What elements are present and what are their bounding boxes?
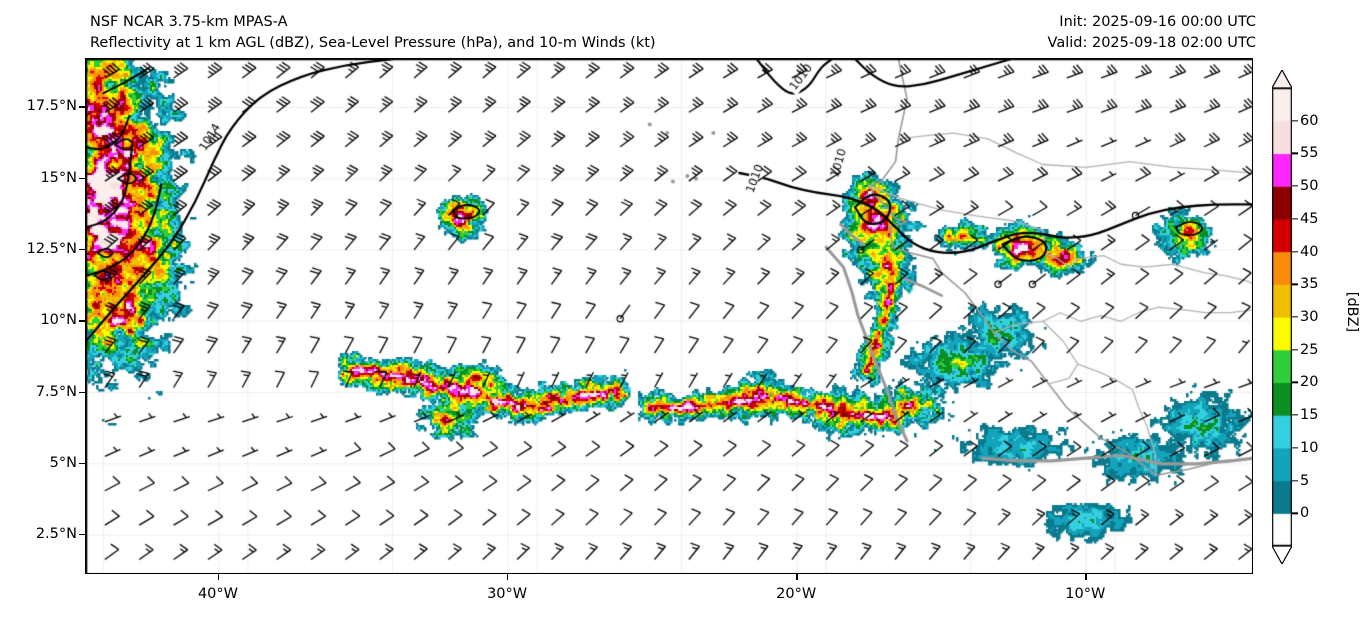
- latitude-tick-label: 5°N: [49, 454, 77, 471]
- colorbar-tick-label: 50: [1300, 178, 1319, 195]
- colorbar-tick-mark: [1292, 120, 1298, 122]
- latitude-tick-label: 10°N: [40, 312, 77, 329]
- latitude-tick-label: 15°N: [40, 169, 77, 186]
- colorbar-tick-mark: [1292, 316, 1298, 318]
- colorbar-tick-label: 10: [1300, 439, 1319, 456]
- colorbar-tick-label: 0: [1300, 505, 1310, 522]
- colorbar-tick-mark: [1292, 447, 1298, 449]
- latitude-tick-mark: [79, 249, 85, 251]
- colorbar-tick-mark: [1292, 250, 1298, 253]
- longitude-tick-mark: [796, 574, 798, 580]
- colorbar-tick-label: 55: [1300, 145, 1319, 162]
- latitude-tick-mark: [79, 177, 85, 180]
- field-description-title: Reflectivity at 1 km AGL (dBZ), Sea-Leve…: [90, 35, 656, 51]
- colorbar-tick-label: 25: [1300, 341, 1319, 358]
- colorbar-gradient: [1272, 88, 1292, 546]
- colorbar-tick-mark: [1292, 479, 1298, 482]
- colorbar-tick-label: 40: [1300, 243, 1319, 260]
- longitude-tick-mark: [507, 574, 509, 580]
- colorbar-tick-mark: [1292, 152, 1298, 155]
- latitude-tick-mark: [79, 391, 85, 393]
- colorbar-tick-mark: [1292, 512, 1298, 514]
- colorbar-tick-mark: [1292, 381, 1298, 384]
- colorbar-tick-mark: [1292, 414, 1298, 416]
- latitude-tick-label: 2.5°N: [35, 526, 77, 543]
- colorbar-tick-label: 45: [1300, 210, 1319, 227]
- colorbar-extend-min-arrow: [1272, 546, 1292, 564]
- longitude-tick-mark: [1085, 574, 1087, 580]
- colorbar-tick-mark: [1292, 349, 1298, 351]
- colorbar-tick-label: 30: [1300, 309, 1319, 325]
- colorbar-tick-label: 15: [1300, 407, 1319, 424]
- longitude-tick-label: 20°W: [776, 586, 817, 602]
- colorbar-tick-label: 60: [1300, 112, 1319, 129]
- latitude-tick-mark: [79, 106, 85, 108]
- latitude-tick-mark: [79, 462, 85, 465]
- longitude-tick-label: 40°W: [197, 586, 239, 602]
- model-title: NSF NCAR 3.75-km MPAS-A: [90, 14, 288, 30]
- init-time-label: Init: 2025-09-16 00:00 UTC: [1059, 14, 1256, 30]
- colorbar-tick-label: 20: [1300, 374, 1319, 391]
- latitude-tick-label: 7.5°N: [35, 383, 77, 400]
- reflectivity-map-canvas: [86, 59, 1252, 573]
- colorbar-tick-mark: [1292, 218, 1298, 220]
- colorbar-tick-mark: [1292, 283, 1298, 285]
- map-plot-area: [85, 58, 1253, 574]
- colorbar: [1272, 70, 1292, 564]
- valid-time-label: Valid: 2025-09-18 02:00 UTC: [1047, 35, 1256, 51]
- colorbar-extend-max-arrow: [1272, 70, 1292, 88]
- latitude-tick-label: 12.5°N: [26, 241, 77, 257]
- colorbar-units-label: [dBZ]: [1344, 291, 1361, 332]
- longitude-tick-label: 10°W: [1065, 586, 1106, 602]
- latitude-tick-label: 17.5°N: [26, 98, 77, 115]
- longitude-tick-label: 30°W: [487, 586, 528, 602]
- latitude-tick-mark: [79, 534, 85, 536]
- latitude-tick-mark: [79, 320, 85, 322]
- colorbar-tick-label: 35: [1300, 276, 1319, 293]
- colorbar-tick-label: 5: [1300, 472, 1310, 489]
- colorbar-tick-mark: [1292, 185, 1298, 187]
- longitude-tick-mark: [217, 574, 220, 580]
